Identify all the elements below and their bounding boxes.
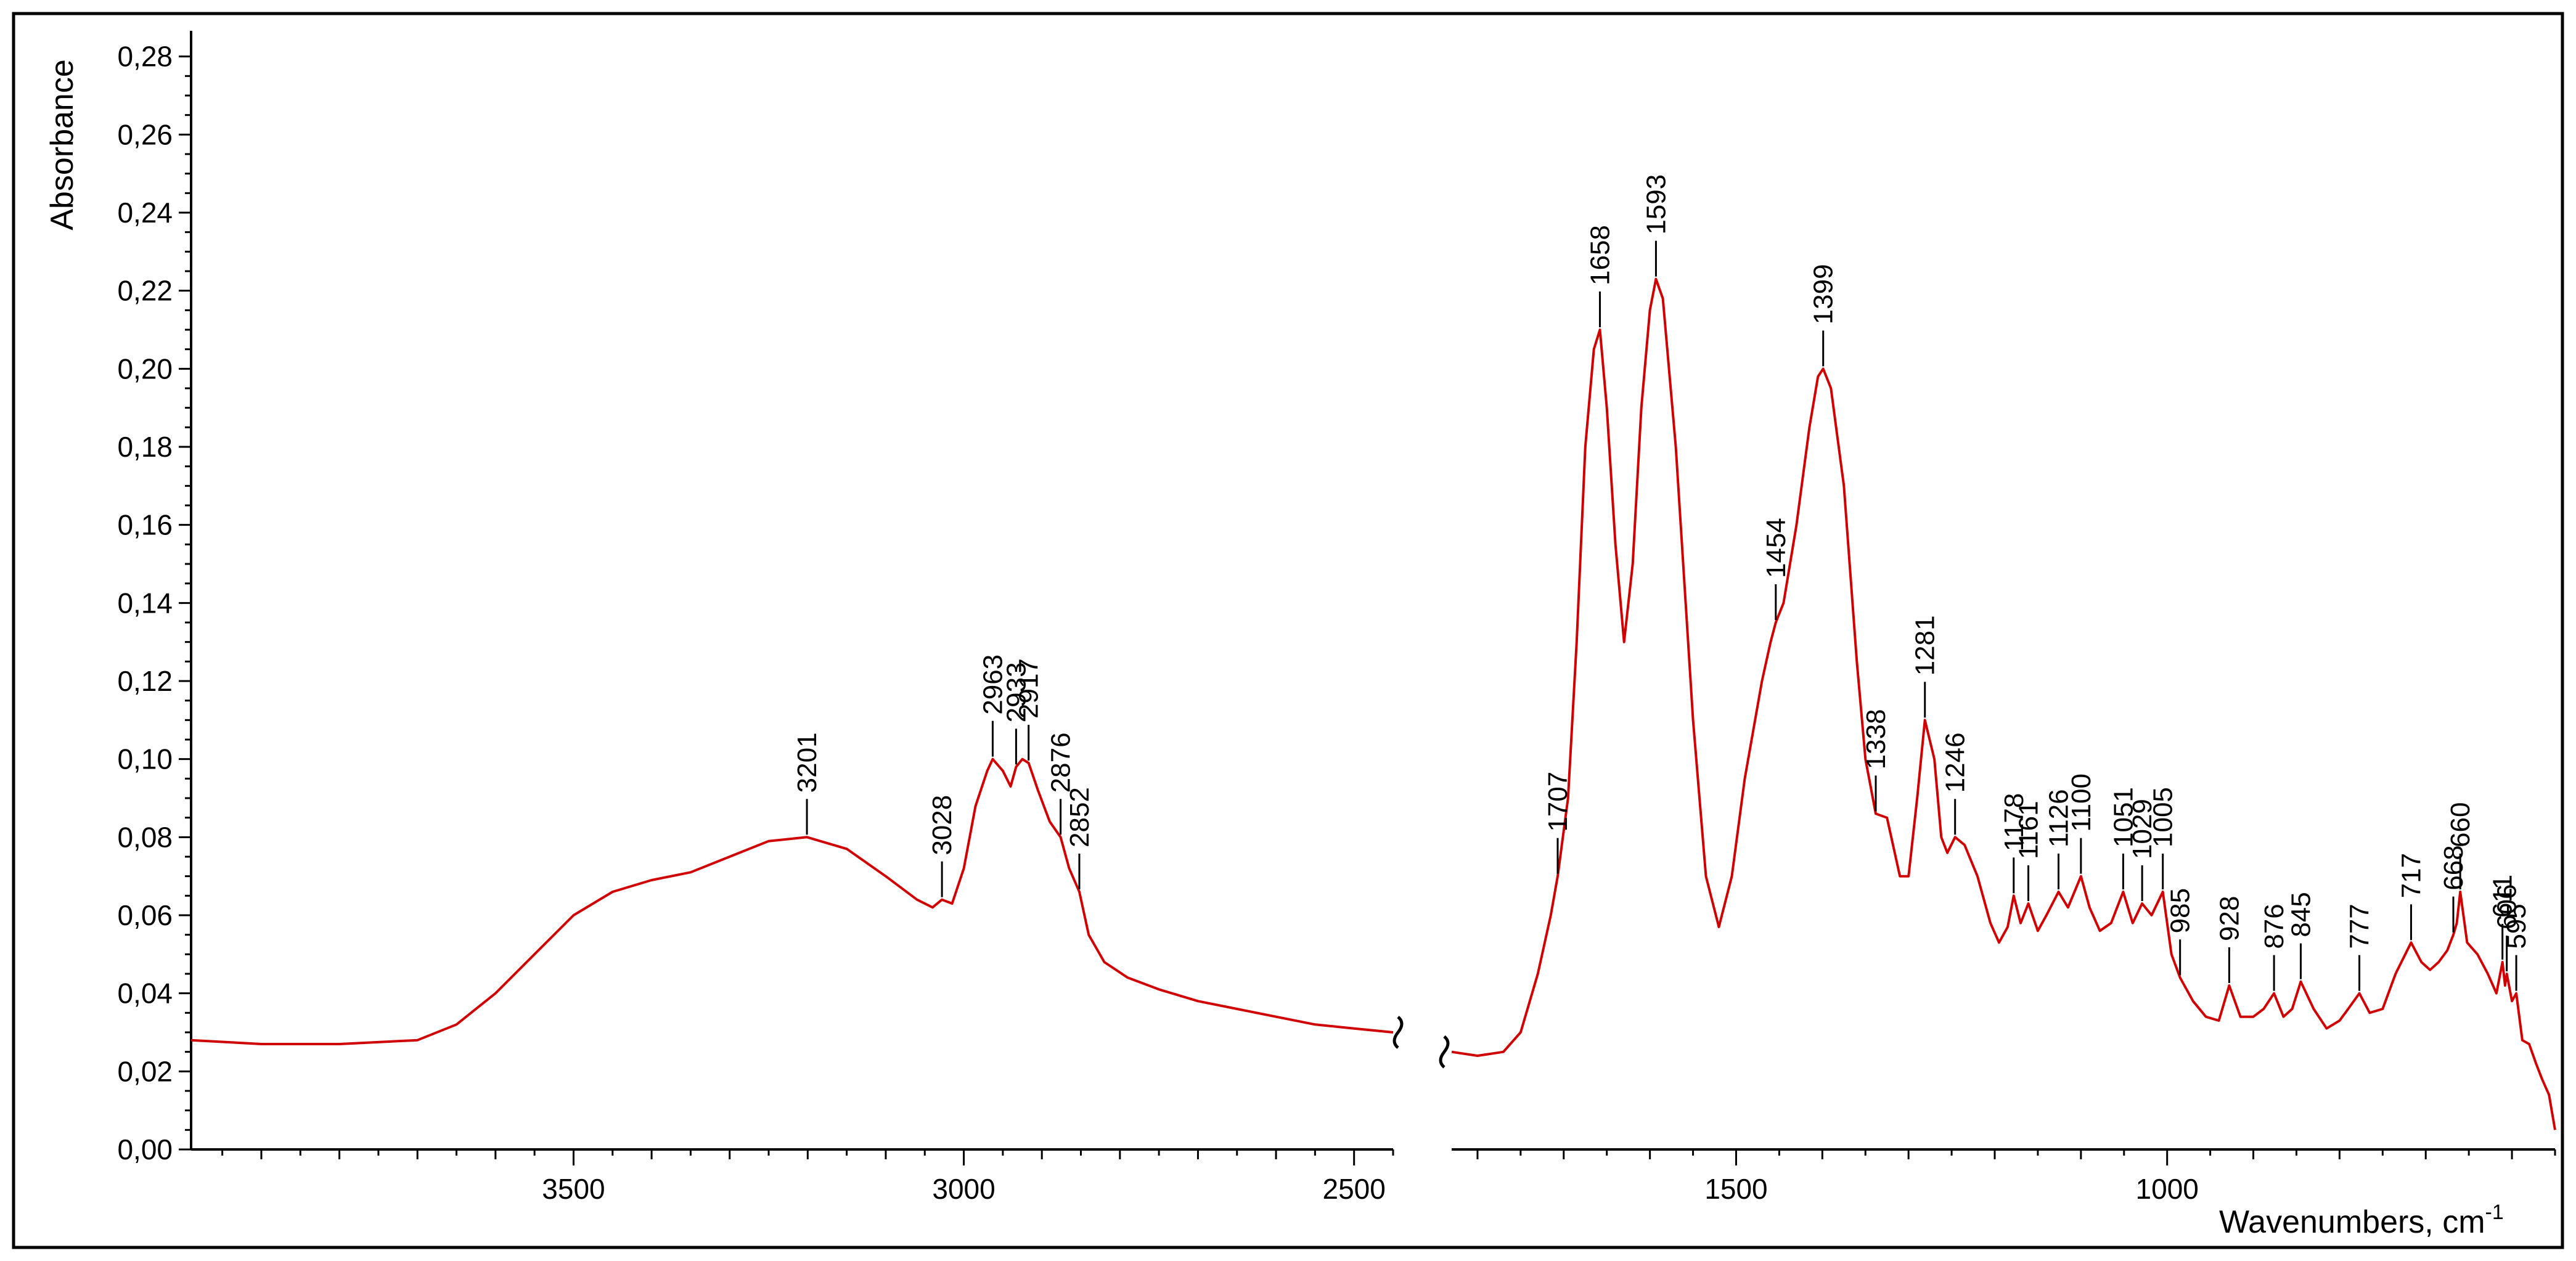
x-tick-label: 3500 [542,1173,605,1205]
peak-label: 668 [2439,845,2469,890]
peak-label: 928 [2214,896,2244,941]
y-tick-label: 0,26 [117,118,173,150]
y-tick-label: 0,18 [117,431,173,463]
peak-label: 1399 [1809,264,1839,324]
y-tick-label: 0,22 [117,275,173,307]
y-axis: 0,00 0,02 0,04 0,06 0,08 0,10 0,12 0,14 0,16 0,18… [117,31,192,1165]
peak-label: 1593 [1641,174,1671,235]
peak-label: 3028 [927,795,957,855]
x-axis-title: Wavenumbers, cm-1 [2219,1201,2504,1240]
peak-label: 1707 [1543,772,1573,832]
peak-label: 1178 [1999,793,2029,852]
peak-label: 606 [2492,884,2522,929]
y-tick-label: 0,14 [117,587,173,619]
x-axis: 3500 3000 2500 1500 1000 [191,1148,2556,1205]
peak-label: 1126 [2044,789,2074,847]
x-axis-title-text: Wavenumbers, cm [2219,1204,2485,1240]
y-tick-label: 0,04 [117,977,173,1010]
peak-label: 611 [2488,875,2518,918]
y-tick-label: 0,16 [117,509,173,541]
peak-label: 2933 [1001,662,1031,722]
peak-label: 595 [2501,904,2532,949]
plot-area [190,277,2556,1130]
peak-label: 2963 [978,655,1008,715]
peak-label: 985 [2165,888,2196,933]
axis-break-mark-left [1392,1016,1404,1049]
spectrum-line-segment-1 [190,757,1394,1045]
y-tick-label: 0,10 [117,743,173,775]
peak-label: 2917 [1014,658,1044,719]
x-tick-label: 2500 [1323,1173,1386,1205]
peak-label: 1454 [1761,518,1791,578]
peak-label: 876 [2259,904,2289,949]
peak-label: 777 [2345,904,2375,949]
x-axis-title-superscript: -1 [2485,1201,2504,1224]
peak-label: 1051 [2108,787,2138,847]
axis-break-mark-right [1439,1035,1450,1069]
x-tick-label: 3000 [932,1173,995,1205]
spectrum-line-segment-2 [1451,277,2556,1130]
y-tick-label: 0,20 [117,353,173,385]
peak-label: 660 [2445,802,2476,847]
peak-label: 1338 [1861,709,1891,769]
peak-label: 1029 [2127,799,2157,859]
x-tick-label: 1000 [2136,1173,2199,1205]
y-tick-label: 0,24 [117,197,173,229]
peak-label: 2876 [1046,732,1076,793]
peak-label: 1658 [1585,225,1616,285]
y-tick-label: 0,28 [117,41,173,73]
x-tick-label: 1500 [1704,1173,1767,1205]
peak-label: 3201 [792,732,822,793]
peak-label: 717 [2396,853,2426,898]
peak-label: 1161 [2014,801,2044,859]
y-tick-label: 0,02 [117,1055,173,1087]
y-tick-label: 0,08 [117,821,173,853]
y-tick-label: 0,06 [117,899,173,931]
peak-label: 2852 [1065,787,1095,847]
chart-frame [12,12,2564,1249]
y-tick-label: 0,12 [117,665,173,697]
y-tick-label: 0,00 [117,1133,173,1165]
y-axis-title: Absorbance [44,59,80,231]
peak-label: 1281 [1910,615,1940,675]
peak-label: 845 [2286,892,2316,937]
peak-label: 1005 [2148,787,2178,847]
peak-label: 1100 [2066,773,2096,832]
peak-label: 1246 [1940,732,1971,793]
